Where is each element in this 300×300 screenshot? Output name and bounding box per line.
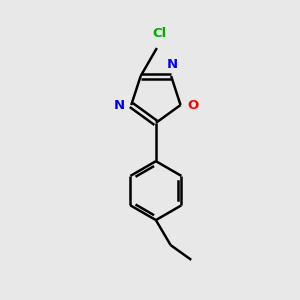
Text: N: N <box>114 98 125 112</box>
Text: O: O <box>187 98 198 112</box>
Text: Cl: Cl <box>152 27 166 40</box>
Text: N: N <box>167 58 178 71</box>
